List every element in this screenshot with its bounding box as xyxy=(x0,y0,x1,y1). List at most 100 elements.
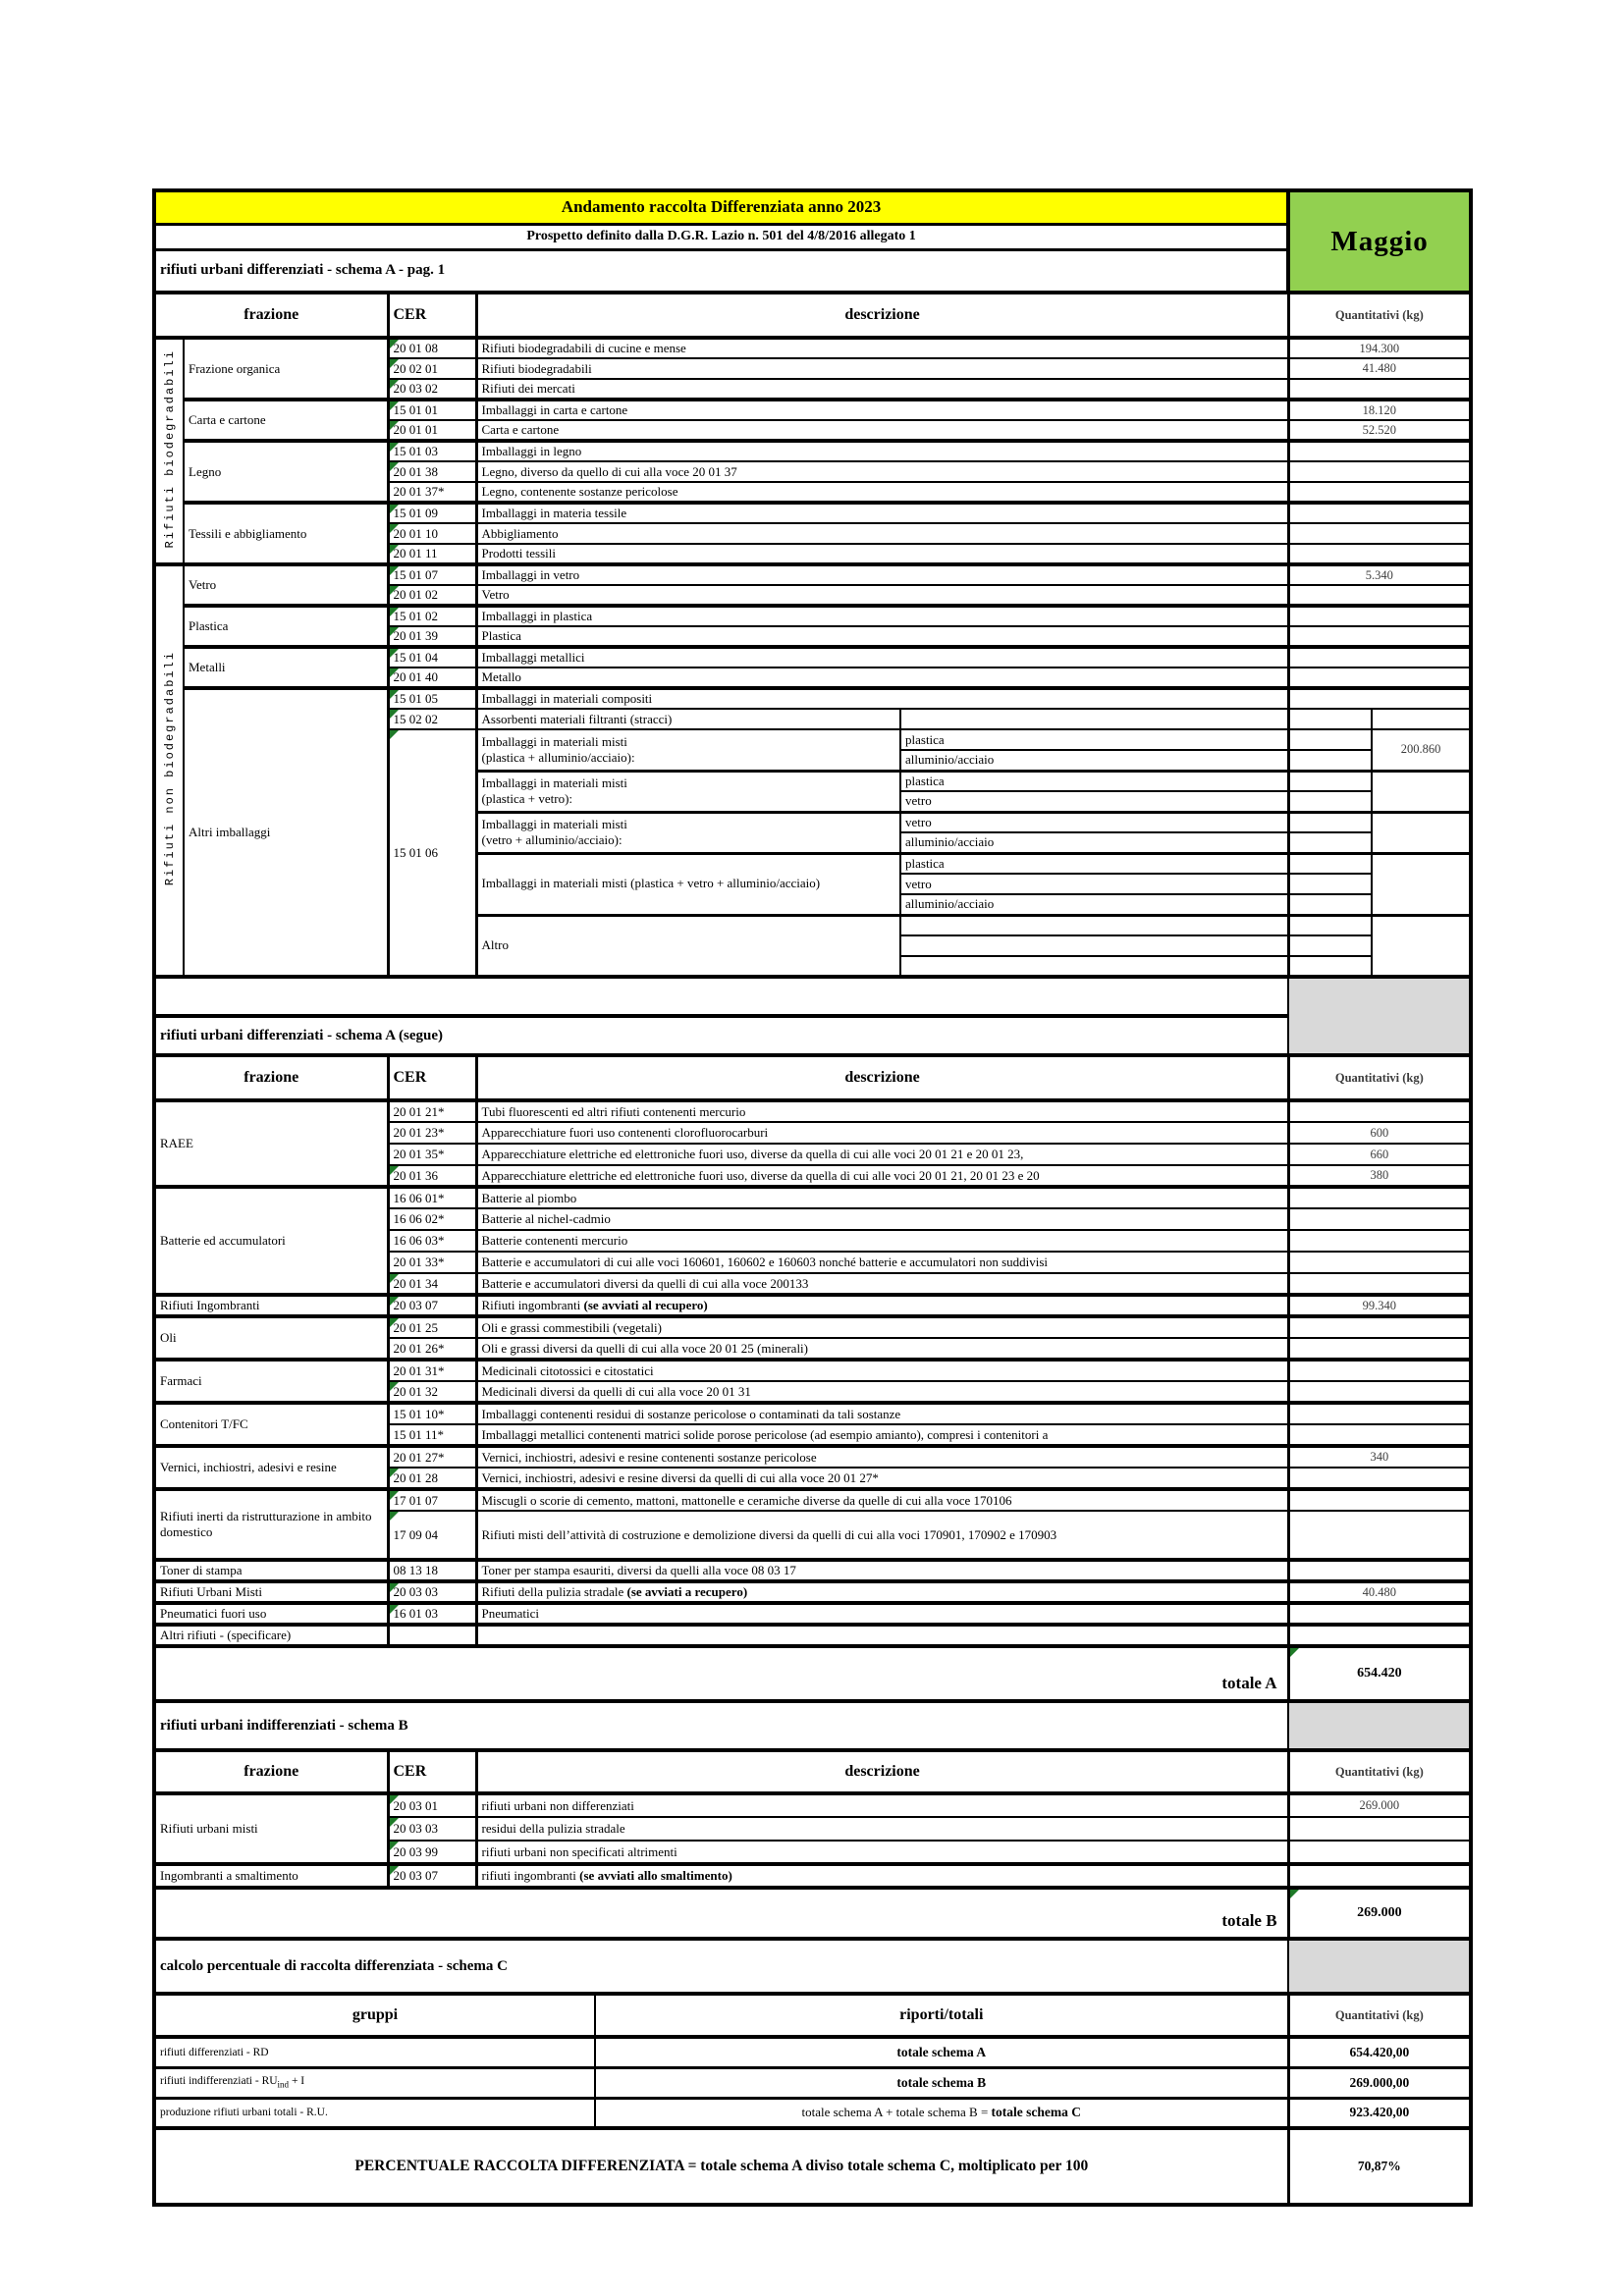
cer-code: 20 01 02 xyxy=(393,587,439,602)
cer-code: 15 01 06 xyxy=(393,844,439,860)
fraction-cell: RAEE xyxy=(153,1098,389,1188)
qty-cell xyxy=(1286,625,1473,648)
riporto-text: totale schema A xyxy=(896,2044,987,2059)
cer-code: 20 01 36 xyxy=(393,1167,439,1183)
cer-cell: 20 01 23* xyxy=(386,1121,478,1145)
cell-note-icon xyxy=(391,1299,399,1306)
qty-group-cell xyxy=(1371,913,1473,978)
report-subtitle: Prospetto definito dalla D.G.R. Lazio n.… xyxy=(152,222,1290,250)
qty-cell xyxy=(1286,1337,1473,1361)
col-header-frazione: frazione xyxy=(153,291,389,339)
cer-cell: 20 01 40 xyxy=(386,667,478,689)
desc-cell: Apparecchiature elettriche ed elettronic… xyxy=(474,1164,1290,1188)
desc-cell: Medicinali citotossici e citostatici xyxy=(474,1358,1290,1382)
qty-cell xyxy=(1286,686,1473,710)
desc-text: Rifiuti della pulizia stradale xyxy=(481,1584,627,1599)
cer-code: 15 01 05 xyxy=(393,691,439,706)
qty-cell xyxy=(1286,934,1374,957)
qty-cell xyxy=(1286,769,1374,792)
report-title: Andamento raccolta Differenziata anno 20… xyxy=(152,189,1290,225)
cell-note-icon xyxy=(391,1868,399,1875)
riporto-text: totale schema A + totale schema B = xyxy=(801,2105,992,2120)
cell-note-icon xyxy=(391,1320,399,1327)
qty-cell: 40.480 xyxy=(1286,1579,1473,1604)
fraction-cell: Farmaci xyxy=(153,1358,389,1404)
desc-cell: Rifiuti ingombranti (se avviati al recup… xyxy=(474,1293,1290,1317)
cer-cell: 20 01 11 xyxy=(386,543,478,565)
cer-code: 08 13 18 xyxy=(393,1563,439,1577)
riporto-cell: totale schema B xyxy=(593,2065,1290,2099)
cer-cell: 15 01 02 xyxy=(386,604,478,627)
cer-cell: 20 01 26* xyxy=(386,1337,478,1361)
desc-line: (vetro + alluminio/acciaio): xyxy=(481,832,623,847)
qty-cell: 269.000 xyxy=(1286,1791,1473,1818)
cer-cell: 16 01 03 xyxy=(386,1601,478,1626)
fraction-cell: Carta e cartone xyxy=(183,398,389,442)
cer-code: 20 01 25 xyxy=(393,1319,439,1335)
cell-note-icon xyxy=(391,1842,399,1850)
material-cell: alluminio/acciaio xyxy=(898,893,1290,916)
col-header-quantitativi: Quantitativi (kg) xyxy=(1286,1053,1473,1101)
cer-code: 20 01 33* xyxy=(393,1255,445,1269)
cer-code: 15 01 03 xyxy=(393,444,439,458)
qty-cell xyxy=(1286,708,1374,730)
cell-note-icon xyxy=(391,711,399,719)
cer-cell: 20 03 07 xyxy=(386,1293,478,1317)
desc-cell: Imballaggi in materiali misti (plastica … xyxy=(475,851,901,916)
cer-cell: 15 01 10* xyxy=(386,1401,478,1425)
desc-line: Imballaggi in materiali misti xyxy=(481,733,627,749)
qty-cell xyxy=(1286,1487,1473,1512)
desc-cell: Pneumatici xyxy=(474,1601,1290,1626)
cer-cell: 20 01 31* xyxy=(386,1358,478,1382)
cell-note-icon xyxy=(391,525,399,533)
cell-note-icon xyxy=(391,587,399,595)
cer-code: 15 01 04 xyxy=(393,650,439,665)
gruppo-subscript: ind xyxy=(277,2079,290,2090)
cer-code: 20 03 99 xyxy=(393,1843,439,1859)
qty-group-cell xyxy=(1371,810,1473,854)
cer-code: 16 01 03 xyxy=(393,1606,439,1621)
qty-group-cell: 200.860 xyxy=(1371,728,1473,772)
qty-cell xyxy=(1286,378,1473,400)
desc-cell: Imballaggi in materiali compositi xyxy=(474,686,1290,710)
cer-cell: 08 13 18 xyxy=(386,1558,478,1582)
fraction-cell: Pneumatici fuori uso xyxy=(153,1601,389,1626)
qty-cell xyxy=(1286,1251,1473,1274)
qty-cell xyxy=(1286,749,1374,772)
cell-note-icon xyxy=(391,731,399,739)
cer-code: 20 01 35* xyxy=(393,1147,445,1161)
qty-cell: 380 xyxy=(1286,1164,1473,1188)
material-cell: plastica xyxy=(898,769,1290,792)
cer-cell: 15 02 02 xyxy=(386,708,478,730)
qty-group-cell xyxy=(1371,769,1473,813)
qty-cell: 269.000,00 xyxy=(1286,2065,1473,2099)
col-header-cer: CER xyxy=(386,1053,478,1101)
desc-cell: Imballaggi in vetro xyxy=(474,562,1290,586)
riporto-cell: totale schema A xyxy=(593,2035,1290,2068)
cer-code: 20 03 02 xyxy=(393,381,439,396)
material-cell: plastica xyxy=(898,851,1290,875)
cer-code: 20 01 37* xyxy=(393,484,445,499)
qty-cell xyxy=(1286,604,1473,627)
qty-cell xyxy=(1286,913,1374,936)
cer-cell: 20 01 28 xyxy=(386,1467,478,1490)
qty-cell xyxy=(1286,790,1374,813)
cer-code: 20 03 07 xyxy=(393,1868,439,1883)
desc-cell: Vetro xyxy=(474,584,1290,607)
qty-cell xyxy=(1286,1272,1473,1296)
desc-cell: Carta e cartone xyxy=(474,419,1290,442)
totale-b-value: 269.000 xyxy=(1286,1886,1473,1940)
cell-note-icon xyxy=(391,381,399,389)
col-header-frazione: frazione xyxy=(153,1748,389,1794)
qty-cell xyxy=(1286,501,1473,524)
desc-cell: Imballaggi in materiali misti (plastica +… xyxy=(475,769,901,813)
fraction-cell: Oli xyxy=(153,1314,389,1361)
qty-cell xyxy=(1371,708,1473,730)
qty-cell xyxy=(1286,1229,1473,1253)
cell-note-icon xyxy=(391,610,399,616)
col-header-gruppi: gruppi xyxy=(153,1992,596,2038)
totale-a-value: 654.420 xyxy=(1286,1644,1473,1702)
material-cell xyxy=(898,708,1290,730)
cell-note-icon xyxy=(391,507,399,513)
cer-code: 20 01 10 xyxy=(393,525,439,541)
